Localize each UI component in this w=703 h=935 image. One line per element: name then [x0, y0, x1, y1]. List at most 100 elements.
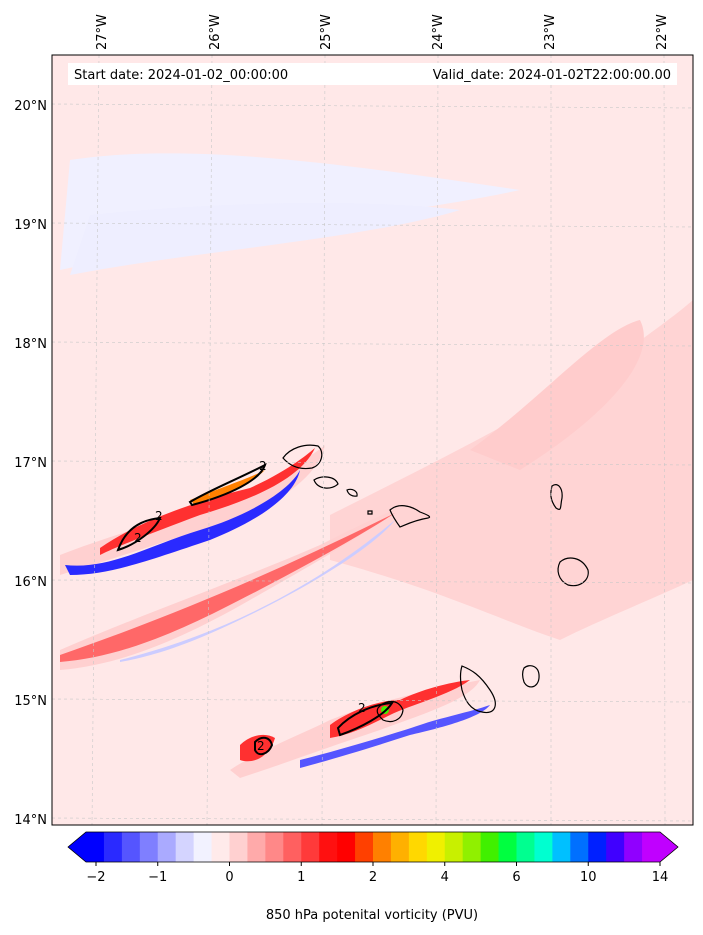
- contour-label: 2: [358, 701, 366, 715]
- colorbar-outline: [67, 831, 679, 863]
- island-sao-nicolau: [389, 505, 431, 528]
- contour-label: 2: [257, 739, 265, 753]
- colorbar-swatch: [444, 832, 464, 862]
- colorbar-swatch: [247, 832, 266, 862]
- island-boa-vista: [557, 557, 589, 587]
- lat-label: 19°N: [14, 218, 47, 233]
- colorbar-label: 850 hPa potenital vorticity (PVU): [266, 908, 478, 923]
- grid-lat-14n: [52, 817, 693, 822]
- grid-lat-17n: [52, 460, 693, 466]
- colorbar-swatch: [86, 832, 105, 862]
- colorbar-swatch: [373, 832, 392, 862]
- colorbar-tick-label: 10: [580, 870, 597, 885]
- island-sao-vicente: [313, 476, 339, 489]
- colorbar-tick-label: 14: [652, 870, 669, 885]
- lat-label: 15°N: [14, 694, 47, 709]
- colorbar-swatch: [408, 832, 428, 862]
- colorbar-swatch: [390, 832, 410, 862]
- lon-label: 23°W: [543, 14, 558, 50]
- grid-lat-20n: [52, 103, 693, 109]
- grid-lon-26w: [206, 55, 213, 825]
- colorbar-left-extend: [68, 832, 86, 862]
- contour-2-lower: [336, 701, 394, 737]
- light-red-streak-ne: [470, 320, 644, 470]
- colorbar-swatch: [283, 832, 302, 862]
- colorbar-swatch: [121, 832, 141, 862]
- colorbar-swatch: [642, 832, 661, 862]
- colorbar-swatch: [534, 832, 553, 862]
- colorbar-swatch: [229, 832, 249, 862]
- contour-label: 2: [155, 509, 163, 523]
- colorbar-swatch: [337, 832, 356, 862]
- lat-label: 18°N: [14, 337, 47, 352]
- upper-band-orange: [190, 470, 265, 505]
- colorbar-swatch: [193, 832, 213, 862]
- island-fogo: [376, 700, 404, 723]
- island-santa-luzia: [346, 488, 358, 497]
- lower-left-red: [240, 734, 275, 762]
- colorbar-swatch: [606, 832, 625, 862]
- grid-lat-15n: [52, 698, 693, 703]
- contour-label: 2: [134, 531, 142, 545]
- colorbar-swatch: [139, 832, 159, 862]
- lon-label: 25°W: [319, 14, 334, 50]
- colorbar-swatches: [86, 832, 661, 862]
- valid-date-label: Valid_date: 2024-01-02T22:00:00.00: [433, 68, 671, 83]
- contour-2-lower-left: [254, 736, 274, 756]
- plot-frame: [51, 54, 694, 826]
- map-field: [52, 55, 693, 825]
- lat-label: 14°N: [14, 813, 47, 828]
- grid-lat-16n: [52, 579, 693, 584]
- colorbar-swatch: [103, 832, 123, 862]
- lon-labels: 27°W 26°W 25°W 24°W 23°W 22°W: [95, 14, 670, 50]
- lat-label: 20°N: [14, 99, 47, 114]
- colorbar-swatch: [462, 832, 482, 862]
- lon-label: 22°W: [655, 14, 670, 50]
- grid-lat-18n: [52, 341, 693, 347]
- start-date-label: Start date: 2024-01-02_00:00:00: [74, 68, 288, 83]
- island-sal: [550, 484, 563, 510]
- info-box: [68, 63, 677, 85]
- grid-lon-25w: [321, 55, 326, 825]
- graticule: [52, 55, 693, 825]
- grid-lon-27w: [91, 55, 100, 825]
- contour-2-left: [116, 516, 162, 552]
- colorbar-tick-label: 4: [441, 870, 449, 885]
- colorbar-tick-label: 6: [512, 870, 520, 885]
- colorbar-swatch: [211, 832, 231, 862]
- colorbar-swatch: [157, 832, 177, 862]
- lat-labels: 20°N 19°N 18°N 17°N 16°N 15°N 14°N: [14, 99, 47, 828]
- blue-patch-north-2: [70, 203, 460, 275]
- colorbar-tick-label: 2: [369, 870, 377, 885]
- contour-label: 2: [259, 459, 267, 473]
- colorbar-swatch: [552, 832, 571, 862]
- contour-2-upper: [188, 462, 267, 507]
- lat-label: 16°N: [14, 575, 47, 590]
- lon-label: 27°W: [95, 14, 110, 50]
- colorbar-swatch: [175, 832, 195, 862]
- colorbar-tick-label: −2: [86, 870, 105, 885]
- colorbar-tick-label: 0: [225, 870, 233, 885]
- colorbar-swatch: [516, 832, 536, 862]
- colorbar-swatch: [301, 832, 320, 862]
- grid-lon-22w: [663, 55, 666, 825]
- island-maio: [521, 665, 540, 688]
- colorbar-swatch: [265, 832, 284, 862]
- lat-label: 17°N: [14, 456, 47, 471]
- lower-band-blue: [300, 705, 490, 768]
- colorbar: −2 −1 0 1 2 4 6 10 14: [67, 831, 679, 885]
- colorbar-swatch: [498, 832, 518, 862]
- colorbar-swatch: [319, 832, 338, 862]
- colorbar-right-extend: [660, 832, 678, 862]
- middle-streak-red: [60, 513, 395, 662]
- colorbar-swatch: [570, 832, 589, 862]
- colorbar-swatch: [355, 832, 374, 862]
- colorbar-tick-label: 1: [297, 870, 305, 885]
- lon-label: 24°W: [431, 14, 446, 50]
- colorbar-swatch: [588, 832, 607, 862]
- island-santiago: [459, 665, 496, 714]
- coastlines: [282, 444, 589, 723]
- colorbar-swatch: [480, 832, 500, 862]
- island-santo-antao: [282, 444, 323, 470]
